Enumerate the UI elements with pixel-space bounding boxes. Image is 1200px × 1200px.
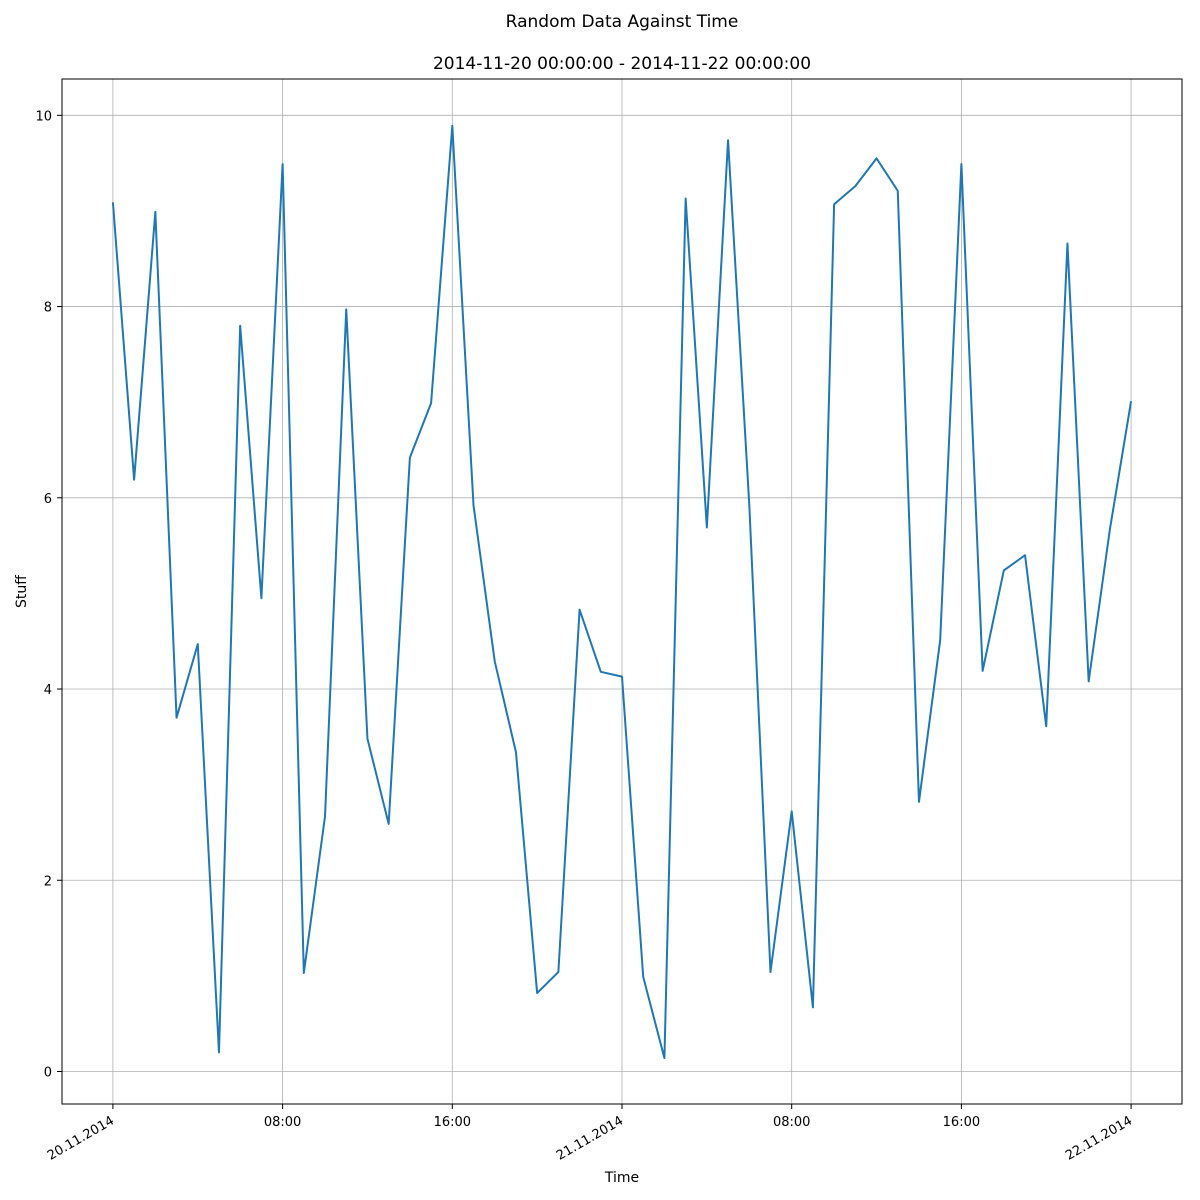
y-tick-label: 4 xyxy=(44,683,52,698)
x-tick-label: 20.11.2014 xyxy=(45,1113,117,1163)
chart-subtitle: 2014-11-20 00:00:00 - 2014-11-22 00:00:0… xyxy=(432,54,812,74)
y-tick-label: 0 xyxy=(44,1065,52,1080)
y-tick-label: 6 xyxy=(44,492,52,507)
y-tick-label: 8 xyxy=(44,301,52,316)
series-line xyxy=(111,124,1133,1060)
x-tick-label: 16:00 xyxy=(434,1115,471,1130)
x-tick-label: 08:00 xyxy=(773,1115,810,1130)
x-tick-label: 22.11.2014 xyxy=(1063,1113,1135,1163)
x-tick-label: 16:00 xyxy=(943,1115,980,1130)
y-tick-label: 10 xyxy=(35,109,52,124)
x-axis-label: Time xyxy=(604,1170,639,1186)
chart-title: Random Data Against Time xyxy=(505,12,739,32)
y-tick-label: 2 xyxy=(44,874,52,889)
y-axis-label: Stuff xyxy=(14,575,30,608)
x-tick-label: 21.11.2014 xyxy=(554,1113,626,1163)
x-tick-label: 08:00 xyxy=(264,1115,301,1130)
